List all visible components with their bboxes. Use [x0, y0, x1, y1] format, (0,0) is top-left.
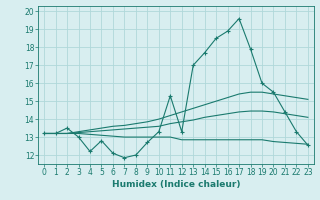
X-axis label: Humidex (Indice chaleur): Humidex (Indice chaleur)	[112, 180, 240, 189]
